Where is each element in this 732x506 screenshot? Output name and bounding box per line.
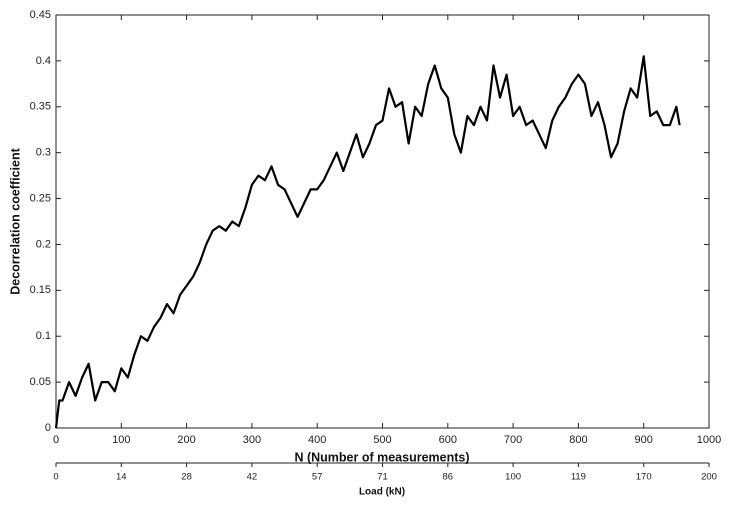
x2-tick-label: 14 — [116, 472, 127, 483]
x2-tick-label: 71 — [377, 472, 388, 483]
x-tick-label: 800 — [569, 434, 587, 446]
y-tick-label: 0.2 — [36, 238, 51, 250]
secondary-x-axis-label: Load (kN) — [359, 487, 405, 498]
x2-tick-label: 0 — [53, 472, 58, 483]
x2-tick-label: 28 — [181, 472, 192, 483]
x-tick-label: 600 — [439, 434, 457, 446]
y-tick-label: 0.4 — [36, 55, 51, 67]
x-tick-label: 400 — [308, 434, 326, 446]
plot-frame — [55, 14, 710, 429]
x-tick-label: 200 — [177, 434, 195, 446]
x-tick-label: 100 — [112, 434, 130, 446]
x2-tick-label: 57 — [312, 472, 323, 483]
y-tick-label: 0.05 — [30, 376, 51, 388]
x2-tick-label: 86 — [443, 472, 454, 483]
x2-tick-label: 42 — [247, 472, 258, 483]
y-tick-label: 0 — [45, 422, 51, 434]
y-axis-label: Decorrelation coefficient — [8, 147, 22, 294]
y-tick-label: 0.1 — [36, 330, 51, 342]
y-tick-label: 0.3 — [36, 147, 51, 159]
x-tick-label: 300 — [243, 434, 261, 446]
x-tick-label: 500 — [373, 434, 391, 446]
x2-tick-label: 119 — [571, 472, 586, 483]
x2-tick-label: 200 — [701, 472, 717, 483]
y-tick-label: 0.25 — [30, 192, 51, 204]
x-tick-label: 900 — [635, 434, 653, 446]
data-line — [54, 55, 681, 429]
x-tick-label: 700 — [504, 434, 522, 446]
y-tick-label: 0.45 — [30, 9, 51, 21]
x-tick-label: 0 — [53, 434, 59, 446]
x-axis-label: N (Number of measurements) — [294, 450, 469, 464]
y-tick-label: 0.15 — [30, 284, 51, 296]
y-tick-label: 0.35 — [30, 101, 51, 113]
x2-tick-label: 100 — [505, 472, 521, 483]
x-tick-label: 1000 — [697, 434, 721, 446]
x2-tick-label: 170 — [636, 472, 652, 483]
